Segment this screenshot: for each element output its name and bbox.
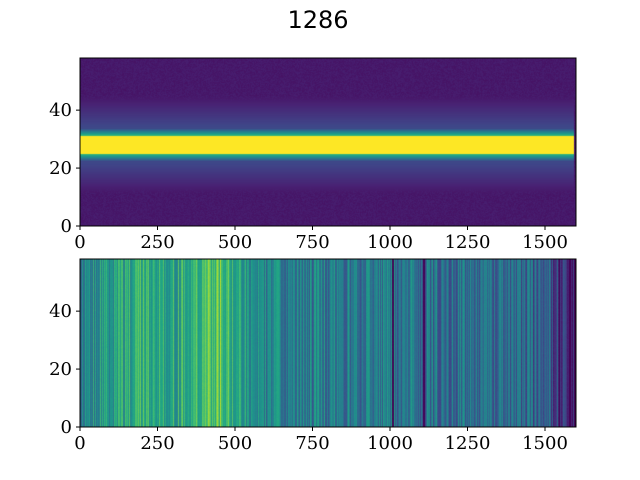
y-tick-label: 40	[49, 100, 72, 121]
x-tick-label: 1000	[367, 232, 413, 253]
x-tick-label: 1000	[367, 433, 413, 454]
x-tick-label: 250	[140, 433, 174, 454]
y-tick-label: 0	[61, 216, 72, 237]
bottom-heatmap-panel: 0 250 500 750 1000 1250 1500 0 20 40	[49, 259, 576, 454]
x-tick-label: 1500	[522, 433, 568, 454]
x-tick-label: 500	[218, 232, 252, 253]
y-tick-label: 20	[49, 158, 72, 179]
x-tick-label: 0	[74, 433, 85, 454]
x-tick-label: 750	[295, 433, 329, 454]
x-tick-label: 1500	[522, 232, 568, 253]
x-tick-label: 0	[74, 232, 85, 253]
y-tick-label: 0	[61, 417, 72, 438]
x-tick-label: 1250	[445, 232, 491, 253]
top-heatmap-panel: 0 250 500 750 1000 1250 1500 0 20 40	[49, 58, 576, 253]
y-tick-label: 40	[49, 301, 72, 322]
bottom-heatmap-image	[80, 259, 576, 427]
x-tick-label: 250	[140, 232, 174, 253]
x-tick-label: 500	[218, 433, 252, 454]
figure-title: 1286	[287, 6, 348, 34]
x-tick-label: 750	[295, 232, 329, 253]
x-tick-label: 1250	[445, 433, 491, 454]
top-heatmap-image	[80, 58, 576, 226]
y-tick-label: 20	[49, 359, 72, 380]
